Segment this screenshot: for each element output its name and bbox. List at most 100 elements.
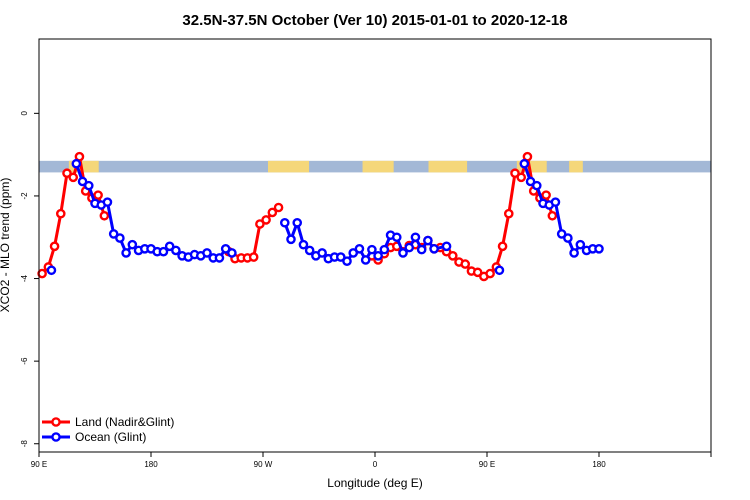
data-point: [541, 190, 551, 200]
data-point: [423, 235, 433, 246]
data-point: [227, 248, 237, 258]
data-point: [261, 215, 271, 225]
land-span: [267, 160, 310, 173]
data-point: [460, 259, 471, 269]
data-point: [115, 233, 125, 243]
data-point: [447, 251, 458, 261]
data-point: [83, 180, 94, 191]
data-point: [317, 248, 327, 258]
data-point: [202, 248, 212, 258]
data-point: [569, 248, 579, 258]
legend-label: Ocean (Glint): [75, 430, 146, 444]
data-point: [99, 210, 110, 221]
y-tick-label: -2: [20, 192, 29, 200]
data-point: [563, 233, 573, 243]
legend-label: Land (Nadir&Glint): [75, 415, 174, 429]
y-tick-label: 0: [20, 111, 29, 116]
data-point: [37, 268, 47, 279]
x-axis-label: Longitude (deg E): [327, 476, 422, 490]
data-point: [292, 217, 303, 228]
series-line: [74, 163, 233, 260]
y-tick-label: -6: [20, 357, 29, 365]
series-lines: [37, 151, 604, 282]
data-point: [286, 234, 296, 245]
land-span: [362, 160, 394, 173]
data-point: [127, 239, 138, 250]
data-point: [279, 217, 290, 228]
data-point: [360, 255, 371, 265]
data-point: [525, 176, 536, 187]
data-point: [547, 210, 558, 221]
data-point: [503, 208, 514, 219]
x-tick-label: 180: [592, 460, 606, 469]
data-point: [102, 197, 113, 207]
data-point: [429, 244, 439, 254]
x-tick-label: 180: [144, 460, 158, 469]
data-point: [108, 229, 119, 239]
data-point: [398, 248, 408, 258]
x-tick-label: 90 E: [31, 460, 47, 469]
data-point: [342, 256, 352, 266]
data-point: [550, 197, 561, 207]
data-point: [55, 208, 66, 219]
land-span: [68, 160, 99, 173]
x-tick-label: 90 E: [479, 460, 495, 469]
series-line: [522, 163, 599, 255]
data-point: [472, 267, 483, 278]
legend: Land (Nadir&Glint)Ocean (Glint): [42, 415, 174, 444]
data-point: [93, 190, 103, 200]
data-point: [348, 248, 359, 258]
legend-marker: [51, 417, 61, 427]
data-point: [158, 246, 169, 257]
data-point: [248, 252, 259, 262]
data-point: [531, 180, 542, 191]
data-point: [304, 245, 315, 256]
data-point: [77, 176, 88, 187]
data-point: [379, 244, 390, 255]
data-point: [62, 168, 72, 179]
data-point: [575, 239, 586, 250]
chart-title: 32.5N-37.5N October (Ver 10) 2015-01-01 …: [182, 12, 567, 29]
data-point: [335, 252, 346, 262]
data-point: [373, 251, 383, 261]
data-point: [214, 253, 225, 263]
data-point: [354, 244, 365, 254]
y-tick-label: -8: [20, 440, 29, 448]
data-point: [220, 244, 231, 254]
plot-frame: [38, 38, 712, 453]
land-span: [569, 160, 583, 173]
land-span: [428, 160, 468, 173]
data-point: [298, 239, 309, 250]
data-point: [410, 232, 421, 243]
series-ocean: [46, 158, 604, 276]
data-point: [497, 241, 508, 252]
y-tick-label: -4: [20, 274, 29, 282]
x-tick-label: 90 W: [254, 460, 273, 469]
data-point: [49, 241, 60, 252]
data-point: [121, 248, 131, 258]
data-point: [594, 244, 604, 254]
data-point: [273, 202, 284, 213]
data-point: [494, 265, 505, 276]
data-point: [485, 268, 495, 279]
legend-marker: [51, 432, 61, 442]
data-point: [516, 172, 527, 183]
data-point: [416, 244, 427, 255]
land-ocean-band: [39, 160, 711, 173]
land-span: [516, 160, 547, 173]
y-axis-label: XCO2 - MLO trend (ppm): [0, 178, 12, 313]
data-point: [404, 242, 415, 253]
data-point: [164, 241, 175, 252]
data-point: [46, 265, 57, 276]
x-tick-label: 0: [373, 460, 378, 469]
data-point: [441, 241, 452, 252]
data-point: [391, 232, 402, 243]
data-point: [171, 245, 181, 256]
data-point: [510, 168, 520, 179]
data-point: [519, 158, 530, 169]
data-point: [367, 244, 377, 255]
data-point: [71, 158, 82, 169]
data-point: [68, 172, 79, 183]
data-point: [255, 219, 265, 229]
